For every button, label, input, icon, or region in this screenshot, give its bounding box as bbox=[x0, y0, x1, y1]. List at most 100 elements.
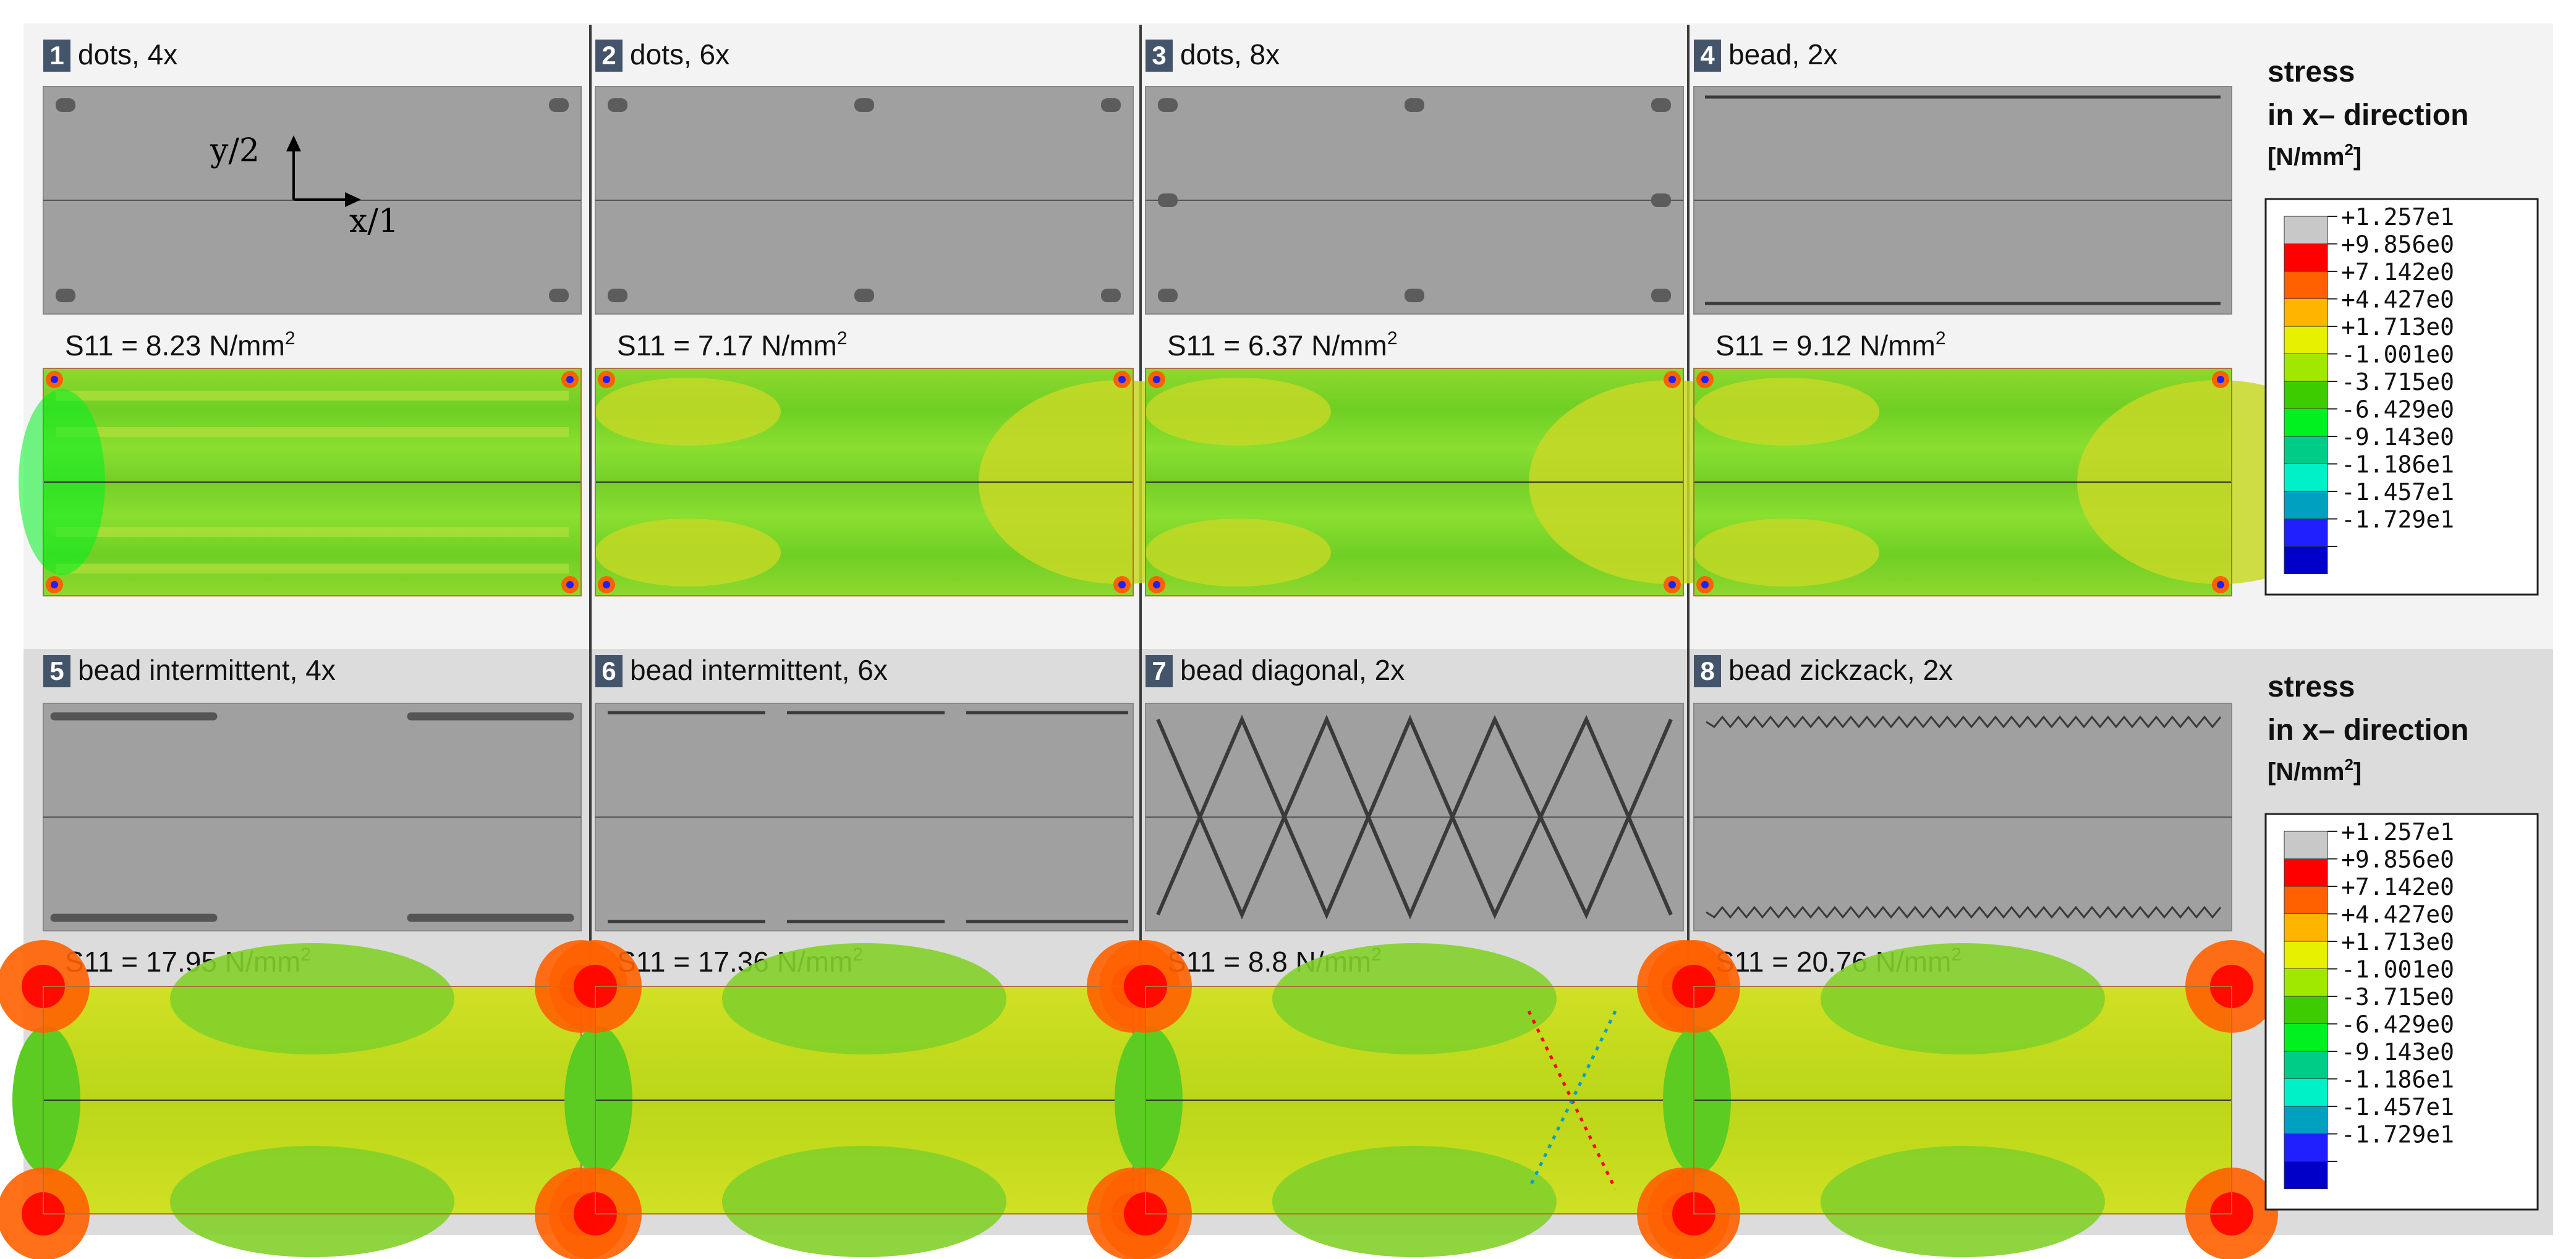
legend-swatch bbox=[2284, 941, 2328, 969]
weld-dot bbox=[1651, 98, 1671, 112]
stress-zone bbox=[1146, 519, 1331, 587]
stress-band bbox=[56, 391, 569, 401]
legend-swatch bbox=[2284, 216, 2328, 244]
stress-zone bbox=[1272, 1146, 1557, 1257]
legend-value: -1.001e0 bbox=[2341, 956, 2454, 983]
weld-dot bbox=[549, 289, 569, 302]
result-s11: S11 = 9.12 N/mm2 bbox=[1715, 328, 1946, 362]
legend-value: +9.856e0 bbox=[2341, 846, 2454, 873]
legend-swatch bbox=[2284, 886, 2328, 914]
result-s11-exponent: 2 bbox=[837, 328, 848, 349]
corner-stress bbox=[603, 376, 610, 383]
stress-plot-border bbox=[1693, 368, 2232, 596]
legend-swatch bbox=[2284, 271, 2328, 299]
legend-value: -9.143e0 bbox=[2341, 1038, 2454, 1066]
legend-value: -6.429e0 bbox=[2341, 396, 2454, 423]
legend-swatch bbox=[2284, 491, 2328, 519]
legend-title: stress bbox=[2268, 56, 2355, 88]
panel-number: 3 bbox=[1152, 41, 1166, 70]
legend-value: +7.142e0 bbox=[2341, 873, 2454, 901]
stress-zone bbox=[1694, 519, 1879, 587]
legend-unit-part: ] bbox=[2353, 143, 2361, 171]
stress-zone bbox=[595, 378, 781, 446]
y-arrow-head bbox=[286, 135, 301, 151]
panel-number: 4 bbox=[1700, 41, 1715, 70]
weld-dot bbox=[1651, 193, 1671, 207]
panel-title: bead zickzack, 2x bbox=[1728, 654, 1953, 686]
legend-swatch bbox=[2284, 464, 2328, 492]
stress-band bbox=[56, 563, 569, 574]
legend-value: +7.142e0 bbox=[2341, 258, 2454, 286]
corner-stress bbox=[2217, 376, 2224, 383]
legend-swatch bbox=[2284, 996, 2328, 1024]
stress-zone bbox=[595, 519, 781, 587]
weld-dot bbox=[1405, 98, 1424, 112]
panel-number-badge bbox=[43, 40, 70, 72]
legend-value: +1.257e1 bbox=[2341, 818, 2454, 846]
stress-zone bbox=[1694, 378, 1879, 446]
legend-swatch bbox=[2284, 1079, 2328, 1107]
corner-stress bbox=[1118, 581, 1126, 588]
corner-stress bbox=[603, 581, 610, 588]
legend-unit: [N/mm2] bbox=[2268, 755, 2361, 786]
legend-swatch bbox=[2284, 519, 2328, 547]
corner-stress bbox=[566, 581, 574, 588]
weld-dot bbox=[608, 289, 627, 302]
panel-number: 6 bbox=[601, 656, 616, 685]
result-s11-value: S11 = 8.23 N/mm bbox=[65, 329, 285, 362]
panel-number: 8 bbox=[1700, 656, 1714, 685]
panel-title: bead intermittent, 4x bbox=[78, 654, 336, 686]
panel-number-badge bbox=[1146, 40, 1173, 72]
legend-title: in x– direction bbox=[2268, 714, 2468, 747]
result-s11-value: S11 = 7.17 N/mm bbox=[617, 329, 837, 362]
result-s11-exponent: 2 bbox=[1387, 328, 1398, 349]
legend-swatch bbox=[2284, 244, 2328, 272]
weld-dot bbox=[1158, 193, 1178, 207]
result-s11-exponent: 2 bbox=[285, 328, 295, 349]
legend-title: stress bbox=[2268, 671, 2355, 703]
panel-number-badge bbox=[1694, 40, 1721, 72]
legend-swatch bbox=[2284, 354, 2328, 382]
panel-title: bead diagonal, 2x bbox=[1180, 654, 1405, 686]
legend-value: -1.001e0 bbox=[2341, 341, 2454, 368]
legend-swatch bbox=[2284, 831, 2328, 859]
legend-title: in x– direction bbox=[2268, 99, 2468, 132]
corner-stress bbox=[1701, 581, 1709, 588]
weld-dot bbox=[854, 98, 874, 112]
weld-dot bbox=[1101, 289, 1121, 302]
legend-unit-part: [N/mm bbox=[2268, 758, 2344, 786]
panel-number: 2 bbox=[601, 41, 616, 70]
legend-value: -1.457e1 bbox=[2341, 478, 2454, 506]
legend-value: +1.713e0 bbox=[2341, 313, 2454, 341]
result-s11: S11 = 8.23 N/mm2 bbox=[65, 328, 295, 362]
legend-value: -1.186e1 bbox=[2341, 1066, 2454, 1093]
panel-title: dots, 4x bbox=[78, 38, 177, 70]
stress-zone bbox=[1146, 378, 1331, 446]
legend-value: +1.713e0 bbox=[2341, 928, 2454, 956]
legend-swatch bbox=[2284, 914, 2328, 942]
legend-swatch bbox=[2284, 858, 2328, 887]
panel-number-badge bbox=[43, 655, 70, 687]
y-axis-label: y/2 bbox=[210, 132, 260, 169]
corner-stress bbox=[1668, 581, 1676, 588]
stress-band bbox=[56, 527, 569, 537]
stress-zone bbox=[1821, 943, 2105, 1054]
stress-zone bbox=[170, 943, 454, 1054]
result-s11-value: S11 = 9.12 N/mm bbox=[1715, 329, 1936, 362]
stress-plot-border bbox=[1145, 368, 1684, 596]
panel-title: bead intermittent, 6x bbox=[630, 654, 888, 686]
corner-stress bbox=[1153, 376, 1160, 383]
x-arrow-head bbox=[345, 192, 361, 207]
zigzag-bead bbox=[1706, 905, 2222, 919]
stress-plot-border bbox=[43, 368, 582, 596]
legend-swatch bbox=[2284, 546, 2328, 574]
legend-value: +1.257e1 bbox=[2341, 203, 2454, 231]
panel-title: dots, 6x bbox=[630, 38, 729, 70]
legend-value: -1.729e1 bbox=[2341, 506, 2454, 533]
weld-dot bbox=[1101, 98, 1121, 112]
